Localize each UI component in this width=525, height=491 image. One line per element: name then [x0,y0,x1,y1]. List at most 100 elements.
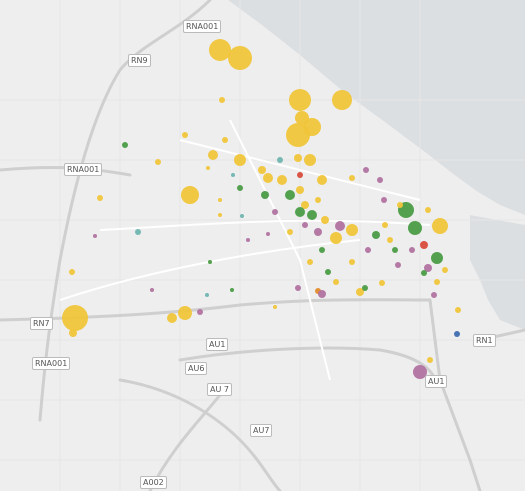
point [431,252,443,264]
point [167,313,177,323]
point [409,247,415,253]
point [295,111,309,125]
point [218,213,222,217]
point [230,288,234,292]
point [421,270,427,276]
road-label: RN1 [473,334,496,347]
road-label: AU1 [425,375,448,388]
point [182,132,188,138]
point [231,173,235,177]
point [304,154,316,166]
point [349,175,355,181]
point [209,39,231,61]
avenues [59,119,431,381]
point [246,238,250,242]
point [432,218,448,234]
road-label: RN7 [30,317,53,330]
point [287,229,293,235]
point [240,214,244,218]
point [318,290,326,298]
point [372,231,380,239]
road-label: A002 [140,476,167,489]
point [454,331,460,337]
point [258,166,266,174]
point [197,309,203,315]
point [442,267,448,273]
point [315,197,321,203]
point [208,260,212,264]
point [155,159,161,165]
road-label: RNA001 [32,357,71,370]
point [178,306,192,320]
road-label: RN9 [128,54,151,67]
point [97,195,103,201]
point [273,305,277,309]
point [205,293,209,297]
point [319,247,325,253]
road-label: AU 7 [207,383,232,396]
point [332,90,352,110]
point [356,288,364,296]
point [387,237,393,243]
point [455,307,461,313]
point [261,191,269,199]
river [228,0,525,215]
point [272,209,278,215]
point [296,186,304,194]
road-label: RNA001 [183,20,222,33]
point [333,279,339,285]
point [424,264,432,272]
point [69,269,75,275]
point [397,202,403,208]
point [297,172,303,178]
point [425,207,431,213]
point [420,241,428,249]
point [307,259,313,265]
road-label: AU7 [250,424,273,437]
point [346,224,358,236]
point [181,186,199,204]
point [335,221,345,231]
point [294,154,302,162]
point [122,142,128,148]
point [237,185,243,191]
point [408,221,422,235]
point [62,305,88,331]
point [286,123,310,147]
point [427,357,433,363]
point [379,280,385,286]
point [377,177,383,183]
point [413,365,427,379]
point [234,154,246,166]
port [470,215,525,330]
point [93,234,97,238]
point [69,329,77,337]
point [302,222,308,228]
point [307,210,317,220]
points [62,39,461,379]
point [362,285,368,291]
point [208,150,218,160]
point [277,175,287,185]
point [222,137,228,143]
point [219,97,225,103]
point [295,285,301,291]
road-label: AU6 [185,362,208,375]
point [263,173,273,183]
point [289,89,311,111]
point [135,229,141,235]
road-label: AU1 [206,338,229,351]
point [321,216,329,224]
point [434,279,440,285]
point [206,166,210,170]
point [363,167,369,173]
point [349,259,355,265]
point [266,232,270,236]
road-label: RNA001 [64,163,103,176]
point [330,232,342,244]
point [381,197,387,203]
point [392,247,398,253]
point [285,190,295,200]
point [277,157,283,163]
